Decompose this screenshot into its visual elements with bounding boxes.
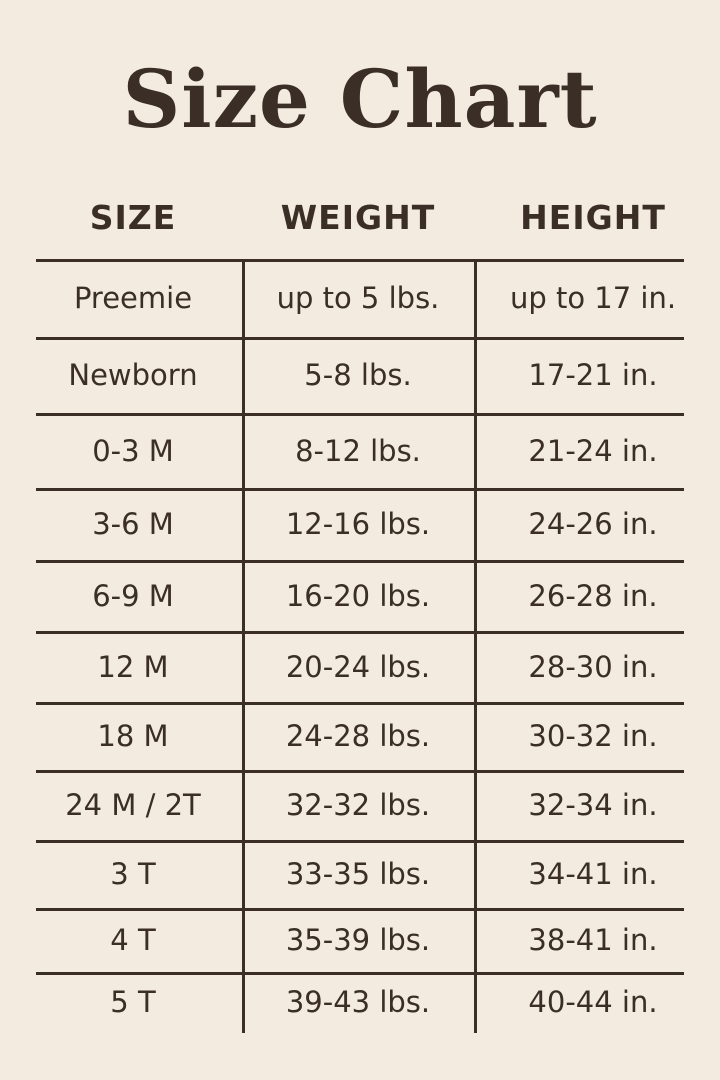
- column-header-weight: WEIGHT: [280, 198, 436, 237]
- row-divider: [36, 560, 684, 563]
- row-divider: [36, 770, 684, 773]
- column-header-height: HEIGHT: [520, 198, 666, 237]
- row-divider: [36, 702, 684, 705]
- cell-size: Newborn: [68, 358, 198, 392]
- column-divider: [474, 260, 477, 1033]
- row-divider: [36, 631, 684, 634]
- cell-size: 12 M: [97, 649, 169, 684]
- cell-size: 18 M: [97, 719, 169, 753]
- cell-weight: 8-12 lbs.: [295, 433, 421, 468]
- cell-weight: 20-24 lbs.: [285, 649, 431, 684]
- cell-height: 24-26 in.: [528, 507, 658, 541]
- cell-weight: 16-20 lbs.: [285, 578, 431, 613]
- cell-weight: 32-32 lbs.: [285, 788, 431, 822]
- cell-size: 24 M / 2T: [65, 788, 201, 822]
- cell-weight: 24-28 lbs.: [285, 719, 431, 753]
- column-header-size: SIZE: [89, 198, 177, 237]
- cell-weight: 12-16 lbs.: [285, 507, 431, 541]
- row-divider: [36, 840, 684, 843]
- cell-weight: 35-39 lbs.: [285, 923, 431, 957]
- cell-height: 34-41 in.: [528, 857, 658, 891]
- cell-size: 6-9 M: [92, 578, 174, 613]
- row-divider: [36, 488, 684, 491]
- cell-height: 21-24 in.: [528, 433, 658, 468]
- cell-size: Preemie: [73, 281, 193, 315]
- cell-weight: up to 5 lbs.: [276, 281, 440, 315]
- row-divider: [36, 908, 684, 911]
- cell-size: 3 T: [110, 857, 156, 891]
- row-divider: [36, 337, 684, 340]
- row-divider: [36, 413, 684, 416]
- cell-height: 30-32 in.: [528, 719, 658, 753]
- cell-size: 5 T: [110, 985, 156, 1019]
- cell-height: 40-44 in.: [528, 985, 658, 1019]
- cell-height: 38-41 in.: [528, 923, 658, 957]
- cell-height: 28-30 in.: [528, 649, 658, 684]
- row-divider: [36, 972, 684, 975]
- column-divider: [242, 260, 245, 1033]
- cell-height: 32-34 in.: [528, 788, 658, 822]
- cell-size: 0-3 M: [92, 433, 174, 468]
- row-divider: [36, 259, 684, 262]
- cell-weight: 33-35 lbs.: [285, 857, 431, 891]
- page-title: Size Chart: [122, 52, 598, 146]
- cell-weight: 39-43 lbs.: [285, 985, 431, 1019]
- cell-height: 17-21 in.: [528, 358, 658, 392]
- cell-weight: 5-8 lbs.: [304, 358, 412, 392]
- cell-size: 4 T: [110, 923, 156, 957]
- cell-size: 3-6 M: [92, 507, 174, 541]
- cell-height: 26-28 in.: [528, 578, 658, 613]
- cell-height: up to 17 in.: [509, 281, 677, 315]
